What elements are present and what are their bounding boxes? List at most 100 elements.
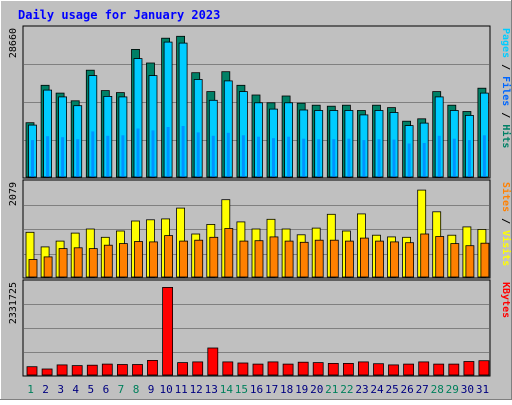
bar-kbytes-day-15: [237, 362, 249, 376]
day-label-25: 25: [385, 383, 398, 396]
day-label-21: 21: [325, 383, 338, 396]
bar-pages-day-24: [377, 139, 381, 177]
bar-pages-day-1: [31, 140, 34, 177]
bar-sites-day-26: [405, 242, 415, 278]
bar-kbytes-day-7: [117, 364, 128, 376]
series-pages: [31, 126, 486, 177]
day-label-9: 9: [148, 383, 155, 396]
axis-legend-sites-visits: Sites / Visits: [500, 182, 512, 266]
bar-kbytes-day-16: [252, 363, 264, 376]
bar-sites-day-16: [254, 240, 264, 278]
day-label-11: 11: [175, 383, 188, 396]
day-label-26: 26: [400, 383, 413, 396]
panel-sites-visits: 2079 Sites / Visits: [8, 179, 512, 279]
day-label-19: 19: [295, 383, 308, 396]
max-label-kbytes: 2331725: [8, 282, 19, 324]
bar-kbytes-day-22: [342, 362, 354, 376]
bar-pages-day-2: [46, 136, 50, 177]
bar-pages-day-22: [347, 138, 351, 177]
day-label-13: 13: [205, 383, 218, 396]
bar-pages-day-17: [272, 138, 275, 177]
bar-pages-day-3: [61, 137, 65, 177]
bar-pages-day-15: [241, 135, 245, 177]
bar-kbytes-day-21: [327, 362, 339, 376]
day-label-6: 6: [103, 383, 110, 396]
bar-kbytes-day-3: [56, 364, 68, 376]
legend-part: /: [500, 58, 511, 76]
x-axis-day-labels: 1 2 3 4 5 6 7 8 9 10 11 12 13 14 15 16 17 18 19 20 21 22 23 24 2…: [27, 383, 489, 396]
bar-sites-day-29: [450, 243, 460, 278]
day-label-23: 23: [355, 383, 368, 396]
bar-kbytes-day-23: [357, 361, 369, 376]
day-label-2: 2: [42, 383, 49, 396]
bar-sites-day-2: [43, 256, 53, 278]
bar-sites-day-14: [224, 228, 234, 278]
bar-sites-day-20: [314, 239, 324, 278]
chart-title: Daily usage for January 2023: [18, 8, 220, 22]
bar-sites-day-19: [299, 241, 309, 278]
bar-sites-day-5: [88, 248, 98, 278]
bar-sites-day-15: [239, 240, 249, 278]
bar-sites-day-27: [420, 233, 430, 278]
bar-pages-day-8: [136, 128, 140, 177]
day-label-28: 28: [431, 383, 444, 396]
bar-pages-day-6: [106, 135, 110, 177]
bar-pages-day-10: [166, 127, 170, 177]
bar-pages-day-16: [257, 136, 260, 177]
bar-sites-day-23: [359, 237, 369, 278]
bar-kbytes-day-27: [418, 361, 430, 376]
legend-part: Files: [500, 76, 512, 106]
bar-pages-day-11: [181, 126, 185, 177]
bar-pages-day-14: [226, 132, 230, 177]
bar-sites-day-22: [344, 240, 354, 278]
bar-sites-day-13: [209, 236, 219, 278]
day-label-22: 22: [340, 383, 353, 396]
bar-pages-day-12: [196, 132, 200, 177]
bar-pages-day-13: [211, 135, 215, 177]
day-label-4: 4: [72, 383, 79, 396]
day-label-27: 27: [416, 383, 429, 396]
bar-pages-day-29: [452, 138, 456, 177]
bar-sites-day-21: [329, 239, 339, 278]
bar-kbytes-day-5: [86, 364, 98, 376]
max-label-sites-visits: 2079: [8, 182, 19, 206]
chart-panels: 28660 Pages / Files / Hits 2079 Sites / Vis…: [8, 25, 512, 377]
legend-part: /: [500, 106, 511, 124]
bar-sites-day-17: [269, 236, 279, 278]
bar-kbytes-day-9: [147, 359, 158, 376]
day-label-8: 8: [133, 383, 140, 396]
bar-kbytes-day-28: [433, 363, 445, 376]
bar-pages-day-21: [332, 139, 336, 177]
day-label-1: 1: [27, 383, 34, 396]
bar-kbytes-day-4: [71, 365, 83, 376]
bar-kbytes-day-24: [373, 363, 384, 376]
bar-kbytes-day-30: [463, 361, 475, 376]
day-label-5: 5: [87, 383, 94, 396]
axis-legend-pages-files-hits: Pages / Files / Hits: [500, 28, 512, 148]
bar-sites-day-9: [149, 241, 158, 278]
day-label-10: 10: [159, 383, 172, 396]
bar-kbytes-day-10: [162, 286, 174, 376]
series-sites: [28, 228, 490, 278]
bar-pages-day-9: [151, 130, 155, 177]
series-kbytes: [26, 286, 490, 376]
panel-pages-files-hits: 28660 Pages / Files / Hits: [8, 25, 512, 179]
bar-kbytes-day-2: [41, 368, 53, 376]
day-label-3: 3: [57, 383, 64, 396]
bar-pages-day-27: [422, 143, 426, 177]
bar-pages-day-4: [76, 139, 80, 177]
day-label-15: 15: [235, 383, 248, 396]
bar-pages-day-18: [287, 136, 291, 177]
legend-part: Pages: [500, 28, 511, 58]
bar-kbytes-day-18: [282, 363, 294, 376]
bar-pages-day-30: [467, 140, 471, 177]
bar-pages-day-31: [482, 135, 486, 177]
day-label-18: 18: [280, 383, 293, 396]
bar-kbytes-day-6: [101, 363, 113, 376]
bar-pages-day-7: [121, 135, 125, 177]
bar-pages-day-25: [392, 139, 396, 177]
legend-part: Visits: [500, 230, 512, 266]
max-label-pages-files-hits: 28660: [8, 28, 19, 58]
bar-sites-day-28: [435, 236, 445, 278]
